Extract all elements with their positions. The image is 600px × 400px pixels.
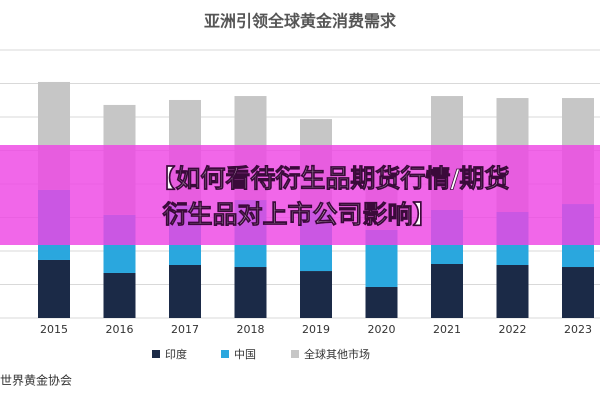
x-tick-label: 2016	[106, 323, 134, 336]
legend-label: 印度	[165, 347, 187, 361]
banner-line: 衍生品对上市公司影响】	[162, 200, 437, 229]
bar-segment	[38, 259, 70, 318]
x-tick-label: 2019	[302, 323, 330, 336]
bar-segment	[169, 265, 201, 318]
legend-swatch	[152, 350, 160, 358]
bar-segment	[234, 267, 267, 318]
banner-line: 【如何看待衍生品期货行情/期货	[150, 164, 509, 193]
legend-swatch	[221, 350, 229, 358]
bar-segment	[365, 286, 398, 318]
bar-segment	[431, 263, 463, 318]
bar-segment	[103, 272, 136, 318]
x-tick-label: 2023	[564, 323, 592, 336]
x-tick-label: 2021	[433, 323, 461, 336]
legend-label: 中国	[234, 348, 256, 361]
bar-segment	[496, 265, 529, 318]
chart-title: 亚洲引领全球黄金消费需求	[204, 12, 397, 31]
x-tick-label: 2017	[171, 323, 199, 336]
bar-segment	[300, 271, 332, 318]
source: 世界黄金协会	[0, 373, 72, 388]
x-tick-label: 2015	[40, 323, 68, 336]
legend-swatch	[291, 350, 299, 358]
x-tick-label: 2022	[499, 323, 527, 336]
x-tick-label: 2020	[368, 323, 396, 336]
legend-label: 全球其他市场	[304, 347, 370, 361]
x-tick-label: 2018	[237, 323, 265, 336]
banner	[0, 145, 600, 245]
bar-segment	[562, 267, 594, 318]
